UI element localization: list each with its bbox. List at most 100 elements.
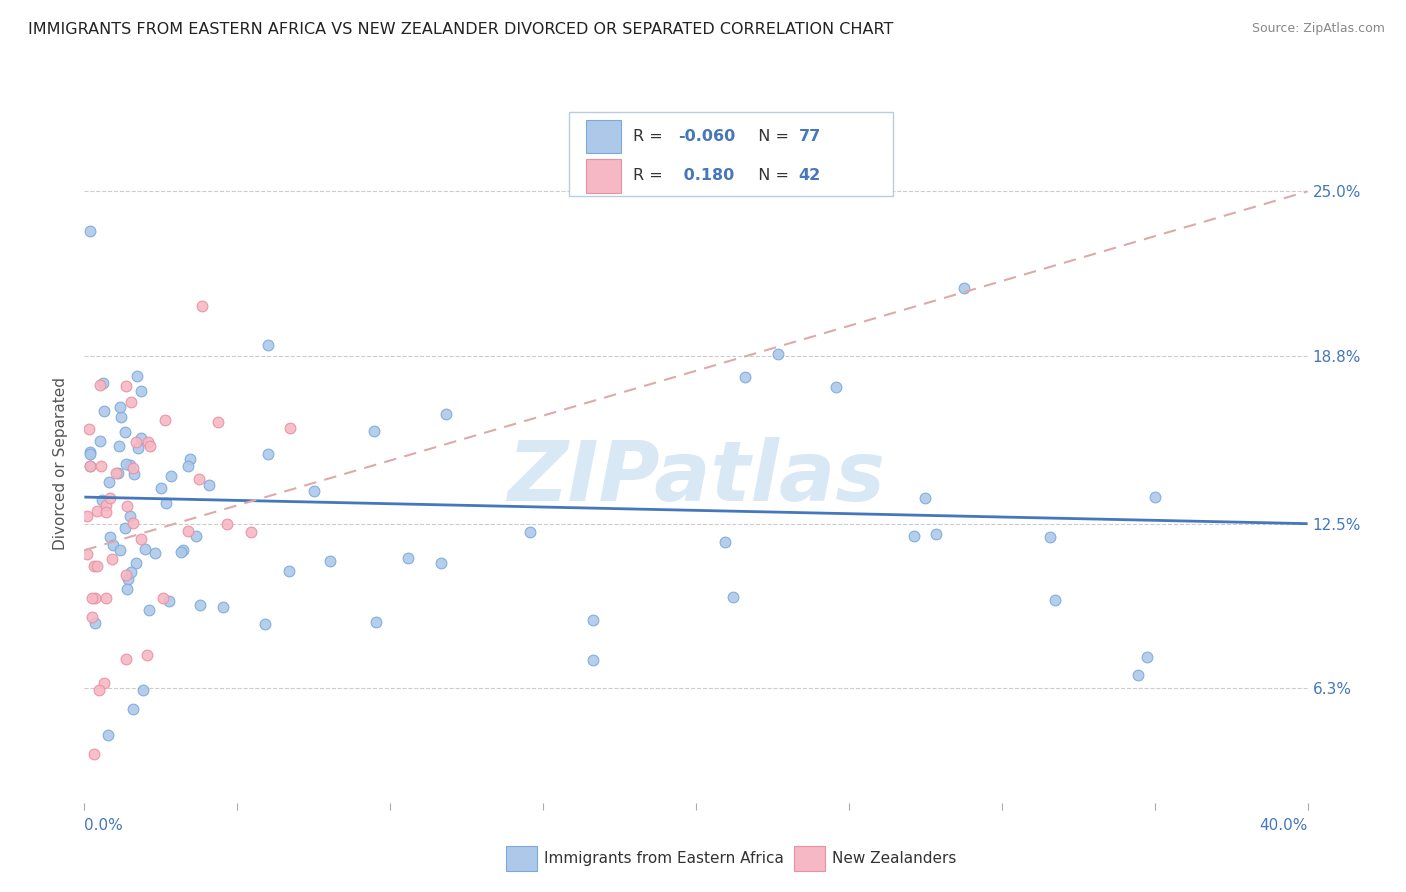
Point [89,683,111,698]
Point [257,447,280,461]
Text: 40.0%: 40.0% [1260,818,1308,832]
Point [256,338,278,352]
Point [129,431,152,445]
Text: N =: N = [748,169,794,183]
Point [105,467,128,481]
Point [120,458,142,472]
Point [207,415,229,429]
Point [1144,490,1167,504]
Point [366,615,388,629]
Point [714,535,737,549]
Point [1136,649,1159,664]
Point [101,552,124,566]
Point [1128,668,1150,682]
Point [127,442,149,456]
Point [115,457,138,471]
Point [139,439,162,453]
Point [114,378,136,392]
Point [114,425,136,439]
Point [215,517,238,532]
Point [136,435,159,450]
Point [115,568,138,582]
Point [1038,530,1060,544]
Text: Immigrants from Eastern Africa: Immigrants from Eastern Africa [544,851,785,865]
Point [79,459,101,474]
Point [278,421,301,435]
Point [83,558,105,573]
Point [84,591,107,605]
Point [122,516,145,530]
Point [302,484,325,499]
Point [125,556,148,570]
Point [108,401,131,415]
Point [76,509,98,524]
Point [582,653,605,667]
Point [117,572,139,586]
Point [150,481,173,495]
Point [734,369,756,384]
Point [188,472,211,486]
Point [582,613,605,627]
Point [152,591,174,606]
Point [124,434,146,449]
Point [86,558,108,573]
Text: 0.0%: 0.0% [84,818,124,832]
Point [120,565,142,579]
Text: 0.180: 0.180 [678,169,734,183]
Text: 42: 42 [799,169,821,183]
Point [172,543,194,558]
Point [914,491,936,505]
Point [129,384,152,398]
Point [108,439,131,453]
Point [96,498,118,512]
Point [198,478,221,492]
Point [396,551,419,566]
Point [83,747,105,761]
Point [212,600,235,615]
Text: -0.060: -0.060 [678,129,735,144]
Point [825,379,848,393]
Point [93,403,115,417]
Point [121,461,143,475]
Point [107,466,129,480]
Point [903,529,925,543]
Point [188,598,211,612]
Point [132,683,155,698]
Point [98,475,121,489]
Point [363,424,385,438]
Point [155,496,177,510]
Point [254,617,277,632]
Point [134,542,156,557]
Point [108,542,131,557]
Point [110,409,132,424]
Point [115,582,138,596]
Point [79,446,101,460]
Point [127,368,149,383]
Point [97,728,120,742]
Text: New Zealanders: New Zealanders [832,851,956,865]
Point [766,346,789,360]
Point [177,524,200,539]
Point [89,434,111,448]
Y-axis label: Divorced or Separated: Divorced or Separated [53,377,69,550]
Point [98,491,121,505]
Point [114,521,136,535]
Point [96,505,118,519]
Point [176,458,198,473]
Text: R =: R = [633,169,668,183]
Text: ZIPatlas: ZIPatlas [508,437,884,518]
Point [91,376,114,391]
Point [186,529,208,543]
Point [278,564,301,578]
Point [80,591,103,606]
Point [93,676,115,690]
Point [101,538,124,552]
Point [90,459,112,474]
Text: 77: 77 [799,129,821,144]
Point [519,524,541,539]
Point [122,467,145,481]
Point [86,504,108,518]
Point [143,546,166,560]
Point [131,532,153,546]
Point [723,590,745,604]
